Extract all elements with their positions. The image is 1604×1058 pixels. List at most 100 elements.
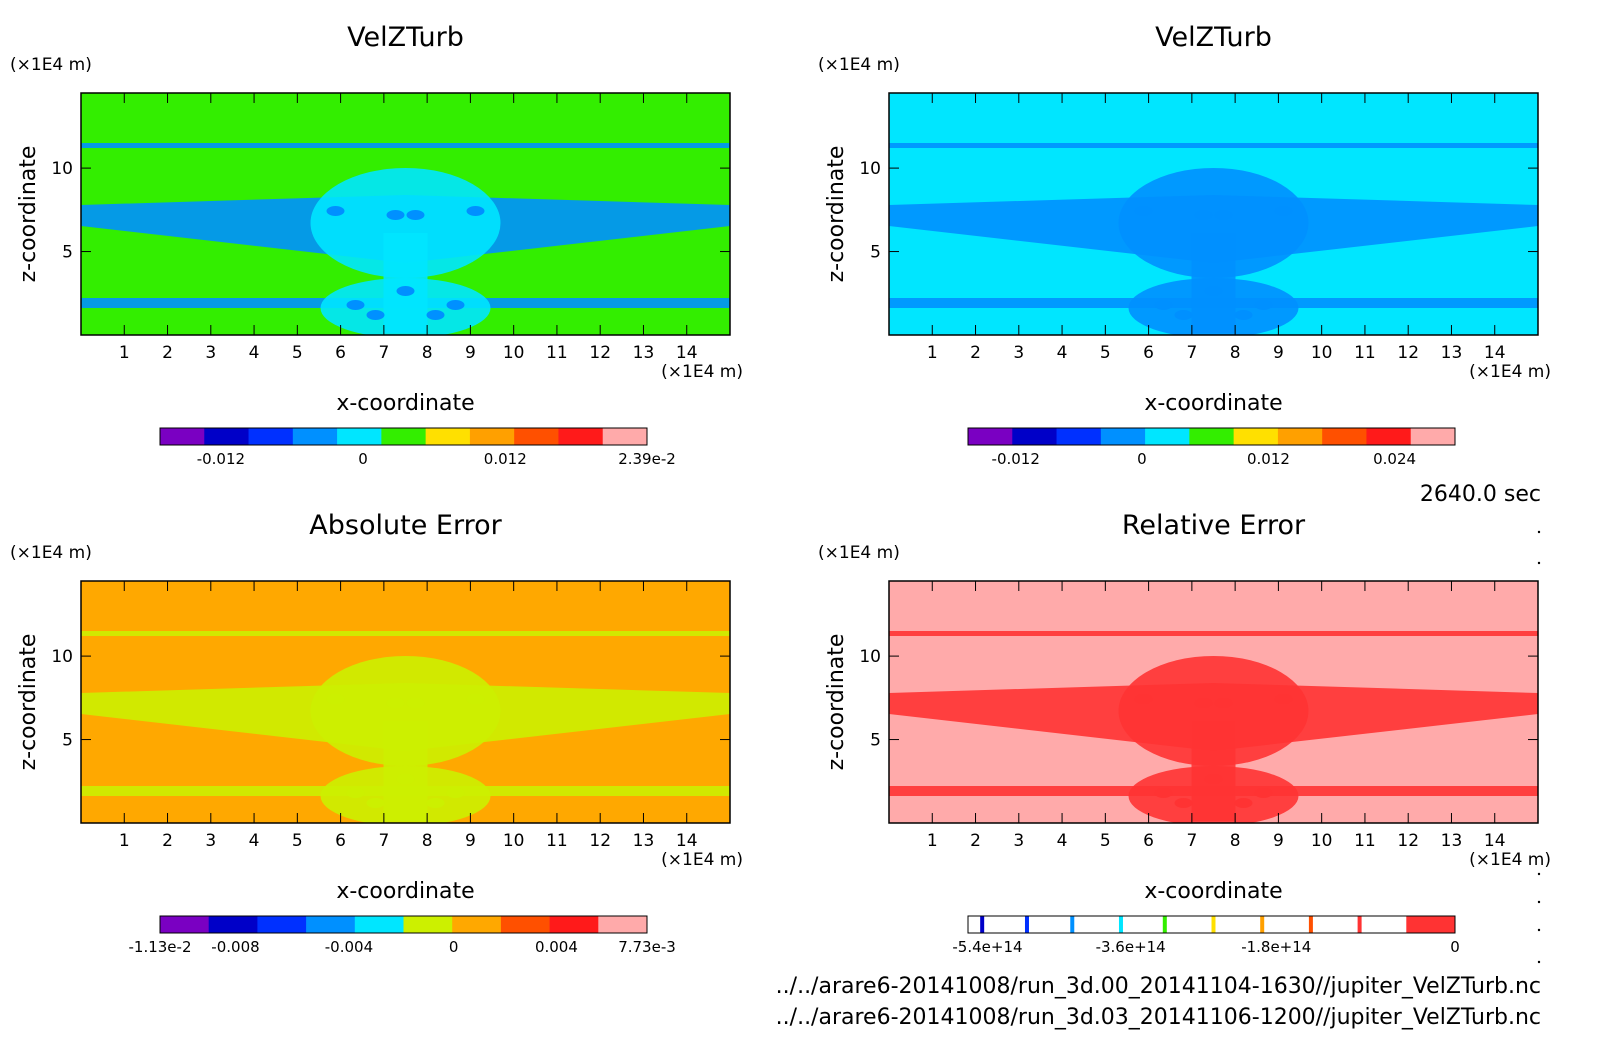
- plume-cap: [1118, 656, 1309, 766]
- contour-spot: [396, 774, 415, 784]
- decor-dots: [1537, 530, 1541, 964]
- contour-field: [81, 631, 730, 823]
- contour-spot: [1254, 300, 1273, 310]
- colorbar-tick-label: 2.39e-2: [618, 450, 676, 468]
- file-path-2: ../../arare6-20141008/run_3d.03_20141106…: [776, 1005, 1541, 1030]
- colorbar-segment: [1211, 916, 1216, 933]
- colorbar-tick-label: -5.4e+14: [952, 938, 1022, 956]
- x-tick-label: 1: [927, 831, 938, 851]
- panel-4: Relative Error(×1E4 m)1 2 3 4 5 6 7 8 9 10 11 12 13 1…: [818, 510, 1551, 956]
- x-tick-label: 5: [292, 343, 303, 363]
- x-tick-label: 11: [1354, 343, 1376, 363]
- colorbar-segment: [1233, 428, 1279, 445]
- x-tick-label: 4: [249, 831, 260, 851]
- colorbar-tick-label: -0.012: [197, 450, 245, 468]
- plume-base: [320, 766, 491, 823]
- x-tick-label: 8: [422, 831, 433, 851]
- x-tick-label: 4: [1057, 831, 1068, 851]
- colorbar-tick-label: 0: [449, 938, 459, 956]
- x-tick-label: 13: [1441, 831, 1463, 851]
- x-tick-label: 10: [1311, 343, 1333, 363]
- colorbar-tick-label: 0.012: [1247, 450, 1290, 468]
- x-axis-label: x-coordinate: [336, 879, 474, 904]
- colorbar-segment: [1070, 916, 1075, 933]
- y-tick-label: 10: [859, 159, 881, 179]
- x-tick-label: 7: [378, 831, 389, 851]
- colorbar-tick-label: -0.008: [211, 938, 259, 956]
- panel-title: VelZTurb: [1155, 22, 1272, 53]
- colorbar-tick-label: -0.004: [325, 938, 373, 956]
- contour-spot: [1174, 310, 1193, 320]
- x-tick-label: 2: [162, 831, 173, 851]
- x-tick-label: 12: [589, 831, 611, 851]
- plot-frame: [888, 580, 1539, 824]
- x-tick-label: 1: [119, 831, 130, 851]
- x-unit-label: (×1E4 m): [1469, 850, 1551, 870]
- x-tick-label: 9: [465, 343, 476, 363]
- colorbar-segment: [1162, 916, 1167, 933]
- x-tick-label: 4: [1057, 343, 1068, 363]
- x-tick-label: 12: [1397, 343, 1419, 363]
- colorbar-segment: [1357, 916, 1362, 933]
- plume-base: [1128, 278, 1299, 335]
- colorbar-tick-label: -1.13e-2: [129, 938, 192, 956]
- x-axis-label: x-coordinate: [1144, 391, 1282, 416]
- x-tick-label: 13: [633, 831, 655, 851]
- contour-spot: [1274, 206, 1293, 216]
- x-tick-label: 2: [162, 343, 173, 363]
- plume-cap: [310, 656, 501, 766]
- contour-spot: [446, 788, 465, 798]
- plot-frame: [80, 92, 731, 336]
- colorbar-segment: [337, 428, 382, 445]
- colorbar-segment: [1145, 428, 1190, 445]
- colorbar-segment: [292, 428, 338, 445]
- panel-title: VelZTurb: [347, 22, 464, 53]
- colorbar-tick-label: -1.8e+14: [1241, 938, 1311, 956]
- x-tick-label: 8: [422, 343, 433, 363]
- contour-spot: [1204, 774, 1223, 784]
- contour-spot: [1274, 694, 1293, 704]
- panel-title: Absolute Error: [309, 510, 502, 541]
- x-tick-label: 1: [119, 343, 130, 363]
- x-tick-label: 10: [1311, 831, 1333, 851]
- contour-field: [889, 143, 1538, 335]
- x-tick-label: 11: [546, 343, 568, 363]
- x-tick-label: 7: [1186, 343, 1197, 363]
- colorbar-segment: [1189, 428, 1235, 445]
- x-tick-label: 10: [503, 831, 525, 851]
- y-tick-label: 10: [51, 647, 73, 667]
- plume-cap: [1118, 168, 1309, 278]
- x-tick-label: 4: [249, 343, 260, 363]
- panel-2: VelZTurb(×1E4 m)1 2 3 4 5 6 7 8 9 10 11 12 13 14510(×…: [818, 22, 1551, 468]
- colorbar-segment: [602, 428, 648, 445]
- colorbar-segment: [354, 916, 404, 933]
- colorbar-segment: [514, 428, 559, 445]
- plot-frame: [888, 92, 1539, 336]
- colorbar-segment: [549, 916, 599, 933]
- y-axis-label: z-coordinate: [824, 634, 849, 771]
- x-tick-label: 14: [676, 831, 698, 851]
- contour-spot: [1214, 698, 1233, 708]
- colorbar-segment: [1056, 428, 1102, 445]
- y-axis-label: z-coordinate: [16, 146, 41, 283]
- x-tick-label: 3: [205, 831, 216, 851]
- colorbar-segment: [204, 428, 250, 445]
- colorbar-segment: [1012, 428, 1058, 445]
- y-tick-label: 10: [51, 159, 73, 179]
- panel-1: VelZTurb(×1E4 m)1 2 3 4 5 6 7 8 9 10 11 12 13 14510(×…: [10, 22, 743, 468]
- x-tick-label: 13: [1441, 343, 1463, 363]
- contour-spot: [326, 206, 345, 216]
- contour-spot: [1254, 788, 1273, 798]
- colorbar-segment: [208, 916, 258, 933]
- x-axis-label: x-coordinate: [1144, 879, 1282, 904]
- x-unit-label: (×1E4 m): [661, 850, 743, 870]
- x-tick-label: 2: [970, 831, 981, 851]
- colorbar-segment: [500, 916, 551, 933]
- x-tick-label: 9: [465, 831, 476, 851]
- x-tick-label: 8: [1230, 831, 1241, 851]
- x-tick-label: 3: [1013, 831, 1024, 851]
- colorbar-segment: [1118, 916, 1123, 933]
- x-tick-label: 6: [335, 343, 346, 363]
- colorbar-segment: [248, 428, 294, 445]
- contour-spot: [426, 798, 445, 808]
